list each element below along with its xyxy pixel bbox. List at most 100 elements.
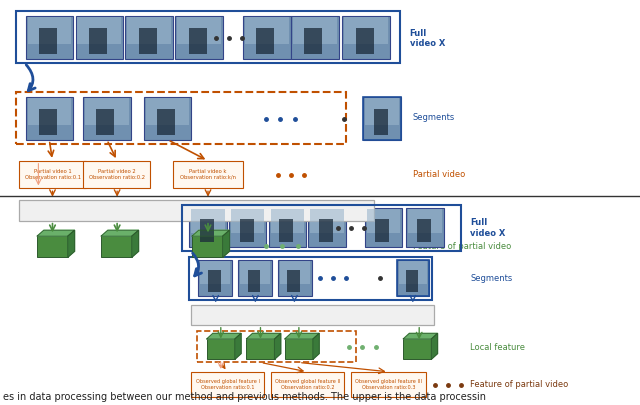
Polygon shape (101, 230, 139, 236)
Bar (28, 17, 71, 44)
Polygon shape (132, 230, 139, 257)
Polygon shape (223, 230, 230, 257)
Bar (403, 339, 431, 359)
Polygon shape (313, 333, 319, 359)
Text: Partial video: Partial video (413, 171, 465, 179)
Bar (77, 17, 121, 44)
Bar (271, 372, 344, 397)
Bar (26, 97, 73, 140)
Bar (200, 261, 230, 284)
Polygon shape (246, 333, 281, 339)
Bar (89, 28, 107, 53)
Bar (157, 109, 175, 134)
Bar (207, 339, 235, 359)
Bar (76, 16, 123, 59)
Text: Segments: Segments (470, 274, 513, 283)
Bar (246, 339, 275, 359)
Bar (200, 219, 214, 242)
Text: Partial video 1
Observation ratio:0.1: Partial video 1 Observation ratio:0.1 (25, 169, 81, 180)
Text: Local feature: Local feature (470, 343, 525, 352)
Bar (173, 161, 243, 188)
Bar (182, 205, 461, 251)
Bar (39, 109, 57, 134)
FancyArrowPatch shape (193, 253, 202, 276)
Bar (291, 16, 339, 59)
Text: Feature of partial video: Feature of partial video (470, 380, 569, 389)
Bar (189, 257, 432, 300)
Bar (146, 98, 189, 125)
Polygon shape (37, 230, 75, 236)
Bar (408, 209, 442, 233)
Text: Observed global feature I
Observation ratio:0.1: Observed global feature I Observation ra… (196, 379, 260, 390)
Bar (293, 17, 337, 44)
Bar (28, 98, 71, 125)
Bar (406, 208, 444, 247)
Bar (125, 16, 173, 59)
Bar (192, 236, 223, 257)
Bar (278, 260, 312, 296)
Bar (231, 209, 264, 233)
Bar (417, 219, 431, 242)
Bar (375, 219, 389, 242)
Bar (26, 16, 73, 59)
Bar (127, 17, 171, 44)
Bar (191, 305, 434, 325)
Bar (101, 236, 132, 257)
Bar (310, 209, 344, 233)
Bar (144, 97, 191, 140)
Bar (177, 17, 221, 44)
Bar (229, 208, 266, 247)
Bar (248, 270, 260, 292)
Text: Full
video X: Full video X (410, 29, 445, 48)
Bar (363, 97, 401, 140)
Bar (240, 261, 270, 284)
Bar (397, 260, 429, 296)
Polygon shape (235, 333, 241, 359)
Bar (97, 109, 115, 134)
Bar (198, 260, 232, 296)
Bar (351, 372, 426, 397)
Bar (85, 98, 129, 125)
Bar (189, 28, 207, 53)
Bar (19, 161, 86, 188)
Text: Observed global feature III
Observation ratio:0.3: Observed global feature III Observation … (355, 379, 422, 390)
Text: Full
video X: Full video X (470, 218, 506, 238)
Polygon shape (68, 230, 75, 257)
Bar (397, 260, 429, 296)
Polygon shape (403, 333, 438, 339)
Polygon shape (285, 333, 319, 339)
Bar (239, 219, 253, 242)
Bar (287, 270, 300, 292)
Polygon shape (207, 333, 241, 339)
Text: Partial video 2
Observation ratio:0.2: Partial video 2 Observation ratio:0.2 (89, 169, 145, 180)
FancyArrowPatch shape (26, 65, 35, 91)
Polygon shape (431, 333, 438, 359)
Bar (269, 208, 306, 247)
Bar (308, 208, 346, 247)
Bar (37, 236, 68, 257)
Text: Sampling and feature extraction: Sampling and feature extraction (120, 206, 275, 215)
Text: es in data processing between our method and previous methods. The upper is the : es in data processing between our method… (3, 392, 486, 402)
Bar (279, 219, 293, 242)
Bar (257, 28, 275, 53)
Text: Segments: Segments (413, 113, 455, 122)
Bar (374, 109, 388, 134)
Bar (175, 16, 223, 59)
Bar (197, 331, 356, 362)
Bar (16, 92, 346, 144)
Bar (367, 209, 400, 233)
Bar (238, 260, 272, 296)
Bar (139, 28, 157, 53)
Text: Sampling and feature extraction: Sampling and feature extraction (235, 311, 390, 320)
Bar (39, 28, 57, 53)
Bar (342, 16, 390, 59)
Bar (319, 219, 333, 242)
Bar (191, 372, 264, 397)
Bar (83, 97, 131, 140)
Bar (285, 339, 313, 359)
Bar (191, 209, 225, 233)
Bar (365, 208, 402, 247)
Text: Partial video k
Observation ratio:k/n: Partial video k Observation ratio:k/n (180, 169, 236, 180)
Bar (305, 28, 323, 53)
Bar (399, 261, 427, 284)
